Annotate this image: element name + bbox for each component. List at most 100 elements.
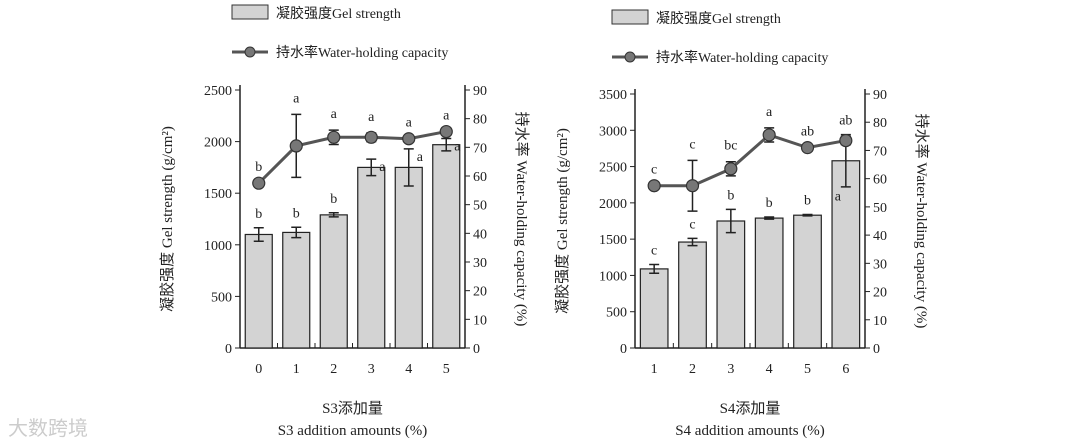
y-tick-label: 500: [606, 306, 627, 321]
x-tick-label: 5: [443, 362, 450, 377]
bar-error-bar: [725, 208, 736, 234]
bar: [244, 233, 273, 349]
y-tick-label: 1500: [204, 187, 232, 202]
line-significance-label: c: [651, 163, 657, 178]
bar: [831, 160, 861, 349]
x-tick-label: 2: [689, 362, 696, 377]
y2-tick-label: 40: [473, 227, 487, 242]
y-tick-label: 0: [225, 342, 232, 357]
x-tick-label: 3: [368, 362, 375, 377]
bar: [678, 241, 707, 349]
line-point: [439, 124, 453, 139]
watermark: 大数跨境: [8, 416, 88, 440]
bar-error-bar: [403, 148, 414, 187]
bar-significance-label: a: [417, 150, 424, 165]
x-tick-label: 2: [330, 362, 337, 377]
bar-significance-label: a: [454, 140, 461, 155]
line-significance-label: a: [368, 110, 375, 125]
y2-tick-label: 80: [473, 113, 487, 128]
x-tick-label: 5: [804, 362, 811, 377]
line-significance-label: b: [255, 160, 262, 175]
legend-line-label: 持水率Water-holding capacity: [276, 44, 448, 61]
bar-significance-label: b: [330, 192, 337, 207]
y-tick-label: 1000: [204, 239, 232, 254]
y-tick-label: 2000: [204, 136, 232, 151]
bar-error-bar: [441, 137, 452, 152]
x-tick-label: 1: [293, 362, 300, 377]
line-point: [839, 133, 853, 148]
bar: [357, 166, 386, 349]
y-axis-title: 凝胶强度 Gel strength (g/cm²): [159, 126, 176, 312]
bar-error-bar: [649, 263, 660, 275]
x-tick-label: 0: [255, 362, 262, 377]
line-significance-label: a: [443, 109, 450, 124]
y2-tick-label: 70: [473, 141, 487, 156]
bar: [716, 220, 746, 349]
y-tick-label: 0: [620, 342, 627, 357]
x-tick-label: 1: [651, 362, 658, 377]
bar-error-bar: [687, 237, 698, 247]
bar: [793, 214, 822, 349]
bar-error-bar: [802, 213, 813, 217]
bar: [282, 231, 311, 349]
y2-tick-label: 30: [873, 257, 887, 272]
y2-axis-title: 持水率 Water-holding capacity (%): [513, 112, 530, 327]
bar: [432, 144, 461, 349]
bar: [319, 214, 348, 349]
bar-error-bar: [764, 216, 775, 220]
y2-tick-label: 20: [873, 286, 887, 301]
y-tick-label: 2500: [599, 161, 627, 176]
line-significance-label: a: [766, 105, 773, 120]
x-axis-title: S3 addition amounts (%): [278, 423, 428, 439]
x-axis-title-cn: S4添加量: [720, 400, 781, 417]
y2-tick-label: 60: [873, 173, 887, 188]
line-point: [685, 179, 700, 193]
bar-significance-label: c: [651, 244, 657, 259]
y-tick-label: 3000: [599, 124, 627, 139]
line-point: [364, 130, 378, 144]
y-tick-label: 2500: [204, 84, 232, 99]
y-tick-label: 500: [211, 290, 232, 305]
y2-tick-label: 40: [873, 229, 887, 244]
y2-tick-label: 50: [873, 201, 887, 216]
line-significance-label: a: [293, 91, 300, 106]
line-point: [327, 130, 341, 144]
bar-significance-label: b: [766, 196, 773, 211]
bar: [754, 217, 784, 349]
bar-significance-label: a: [379, 160, 386, 175]
x-axis-title-cn: S3添加量: [322, 400, 383, 417]
line-significance-label: c: [689, 137, 695, 152]
y2-axis-title: 持水率 Water-holding capacity (%): [913, 114, 930, 329]
y2-tick-label: 20: [473, 285, 487, 300]
y2-tick-label: 0: [473, 342, 480, 357]
legend-bar-label: 凝胶强度Gel strength: [276, 5, 401, 22]
y-tick-label: 1500: [599, 233, 627, 248]
line-significance-label: a: [406, 116, 413, 131]
x-tick-label: 3: [727, 362, 734, 377]
legend-bar-swatch: [231, 4, 269, 20]
bar-significance-label: b: [804, 193, 811, 208]
bar-significance-label: b: [255, 207, 262, 222]
legend-line-marker: [244, 46, 256, 58]
bar-significance-label: a: [835, 190, 842, 205]
line-significance-label: bc: [724, 139, 737, 154]
bar-significance-label: b: [293, 206, 300, 221]
x-axis-title: S4 addition amounts (%): [675, 423, 825, 439]
y2-tick-label: 0: [873, 342, 880, 357]
bar-error-bar: [328, 212, 339, 218]
y2-tick-label: 50: [473, 199, 487, 214]
line-significance-label: a: [331, 107, 338, 122]
y2-tick-label: 90: [473, 84, 487, 99]
y-tick-label: 1000: [599, 269, 627, 284]
y-tick-label: 2000: [599, 197, 627, 212]
bar-significance-label: c: [689, 217, 695, 232]
bar: [639, 268, 669, 349]
bar: [394, 166, 423, 349]
legend-line-label: 持水率Water-holding capacity: [656, 49, 828, 66]
line-significance-label: ab: [801, 125, 814, 140]
x-tick-label: 4: [405, 362, 412, 377]
line-series: [654, 133, 847, 188]
line-point: [800, 141, 815, 155]
